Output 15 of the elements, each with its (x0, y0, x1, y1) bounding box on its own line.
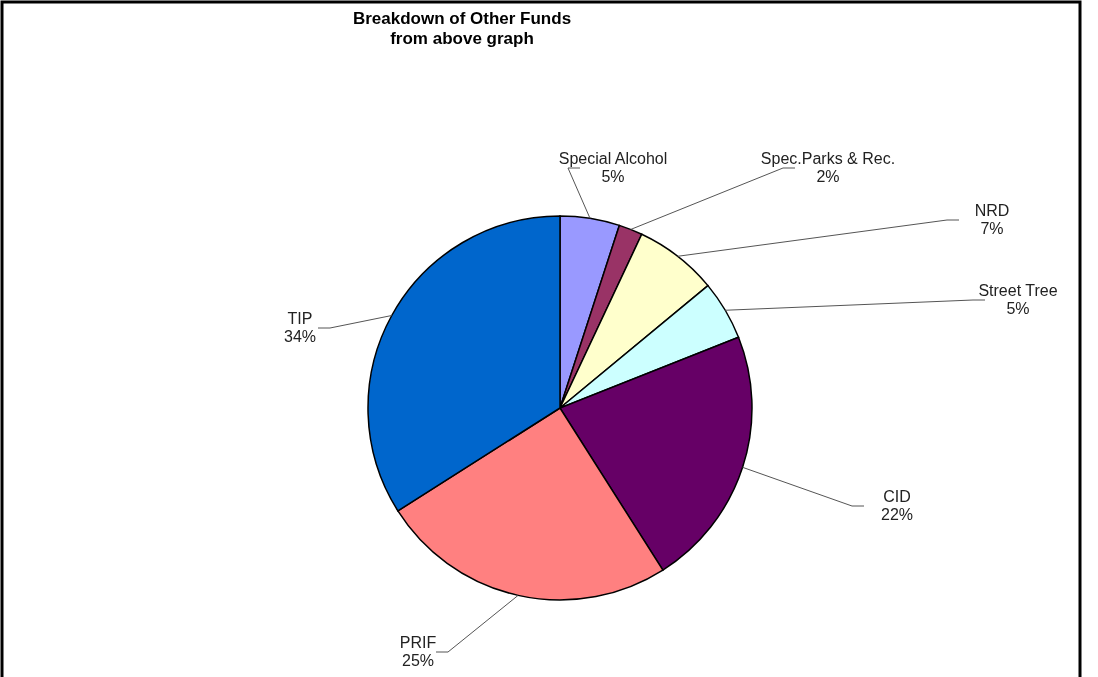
data-label: 2% (816, 168, 840, 185)
data-label: 5% (601, 168, 625, 185)
data-label: 7% (980, 220, 1004, 237)
data-label: 5% (1006, 300, 1030, 317)
slice-label: Special Alcohol (558, 150, 668, 167)
slice-label: CID (883, 488, 911, 505)
slice-label: TIP (287, 310, 313, 327)
data-label: 34% (283, 328, 317, 345)
slice-label: NRD (974, 202, 1010, 219)
slice-label: PRIF (399, 634, 437, 651)
slice-label: Street Tree (978, 282, 1058, 299)
data-label: 22% (880, 506, 914, 523)
chart-title: Breakdown of Other Funds from above graph (352, 9, 572, 48)
slice-label: Spec.Parks & Rec. (760, 150, 896, 167)
data-label: 25% (401, 652, 435, 669)
